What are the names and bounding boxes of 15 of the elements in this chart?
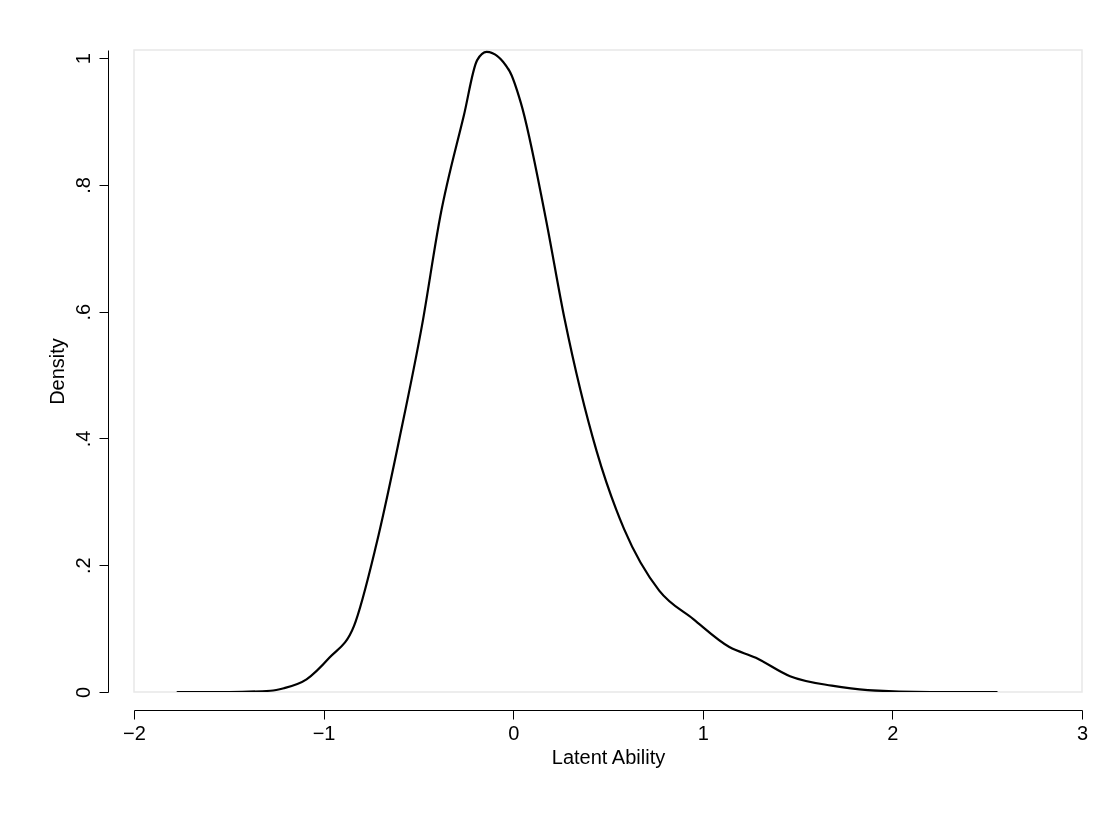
y-tick-label: 0 bbox=[71, 686, 94, 699]
y-tick-label: 1 bbox=[71, 53, 94, 65]
x-tick-label: 1 bbox=[697, 721, 709, 744]
line-series bbox=[176, 50, 998, 692]
y-axis-title: Density bbox=[45, 338, 68, 405]
y-tick-label: .4 bbox=[71, 430, 94, 448]
x-tick-label: 2 bbox=[887, 721, 899, 744]
x-tick-label: 0 bbox=[508, 721, 520, 744]
x-axis-title: Latent Ability bbox=[551, 745, 666, 768]
x-tick-label: −1 bbox=[312, 721, 336, 744]
y-tick-label: .2 bbox=[71, 557, 94, 575]
y-tick-label: .6 bbox=[71, 303, 94, 321]
x-tick-label: −2 bbox=[123, 721, 146, 744]
x-tick-label: 3 bbox=[1076, 721, 1089, 744]
y-tick-label: .8 bbox=[71, 177, 94, 194]
